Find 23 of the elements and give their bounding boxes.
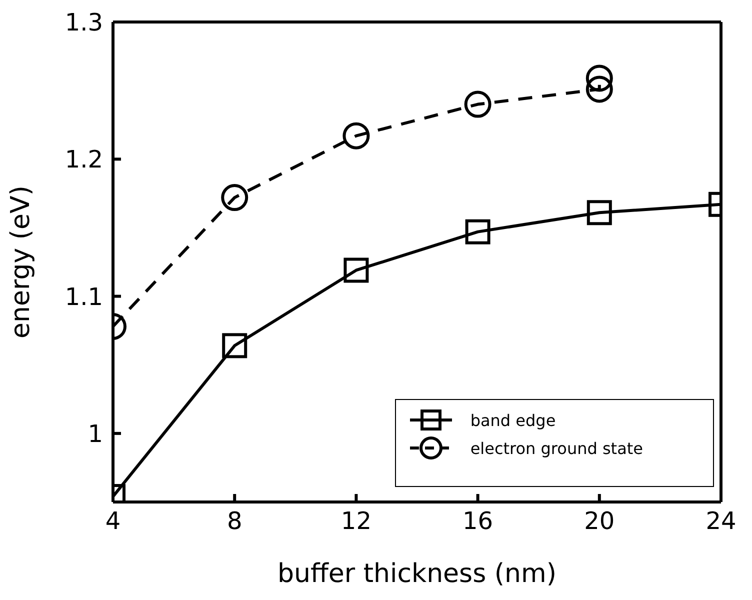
x-axis-title: buffer thickness (nm): [277, 559, 557, 589]
point: [221, 184, 248, 212]
point: [586, 64, 613, 92]
point: [222, 333, 248, 358]
point: [464, 90, 492, 118]
x-tick-label: 12: [340, 507, 372, 536]
x-tick-label: 16: [462, 507, 494, 536]
point: [344, 258, 369, 283]
x-tick-label: 24: [706, 507, 736, 536]
legend-label: electron ground state: [470, 438, 643, 458]
y-tick-label: 1.2: [64, 146, 103, 174]
y-tick-label: 1: [88, 420, 103, 448]
point: [586, 76, 613, 103]
point: [342, 122, 370, 150]
y-axis-title: energy (eV): [6, 186, 36, 338]
x-tick-label: 8: [226, 507, 242, 536]
y-tick-label: 1.3: [64, 8, 103, 37]
legend-label: band edge: [470, 410, 556, 430]
x-tick-label: 4: [105, 507, 121, 536]
point: [465, 219, 490, 244]
y-tick-label: 1.1: [64, 282, 103, 311]
point: [586, 200, 612, 226]
x-tick-label: 20: [584, 507, 615, 536]
